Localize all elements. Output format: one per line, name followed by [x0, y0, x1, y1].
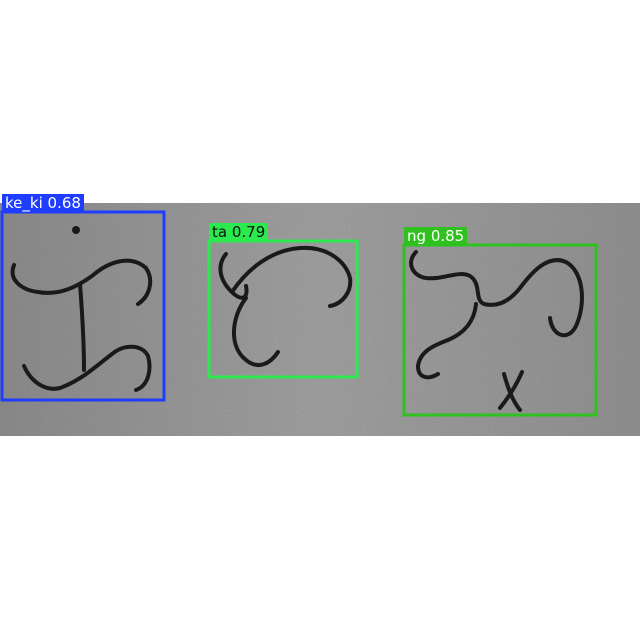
confidence: 0.85: [430, 227, 465, 245]
detection-boxes: [0, 210, 598, 417]
bounding-box-ke-ki: [0, 210, 166, 402]
detection-label-ta: ta 0.79: [209, 223, 269, 241]
class-name: ng: [407, 227, 427, 245]
confidence: 0.68: [47, 194, 81, 212]
confidence: 0.79: [231, 223, 266, 241]
detection-label-ng: ng 0.85: [404, 227, 468, 245]
detection-label-ke-ki: ke_ki 0.68: [2, 194, 84, 212]
bounding-box-ng: [402, 243, 598, 417]
handwritten-glyph-ke-ki: [10, 226, 153, 392]
class-name: ke_ki: [5, 194, 43, 212]
bounding-box-ta: [207, 239, 359, 379]
class-name: ta: [212, 223, 228, 241]
handwritten-glyph-ta: [218, 245, 353, 368]
handwritten-glyph-ng: [409, 250, 584, 412]
